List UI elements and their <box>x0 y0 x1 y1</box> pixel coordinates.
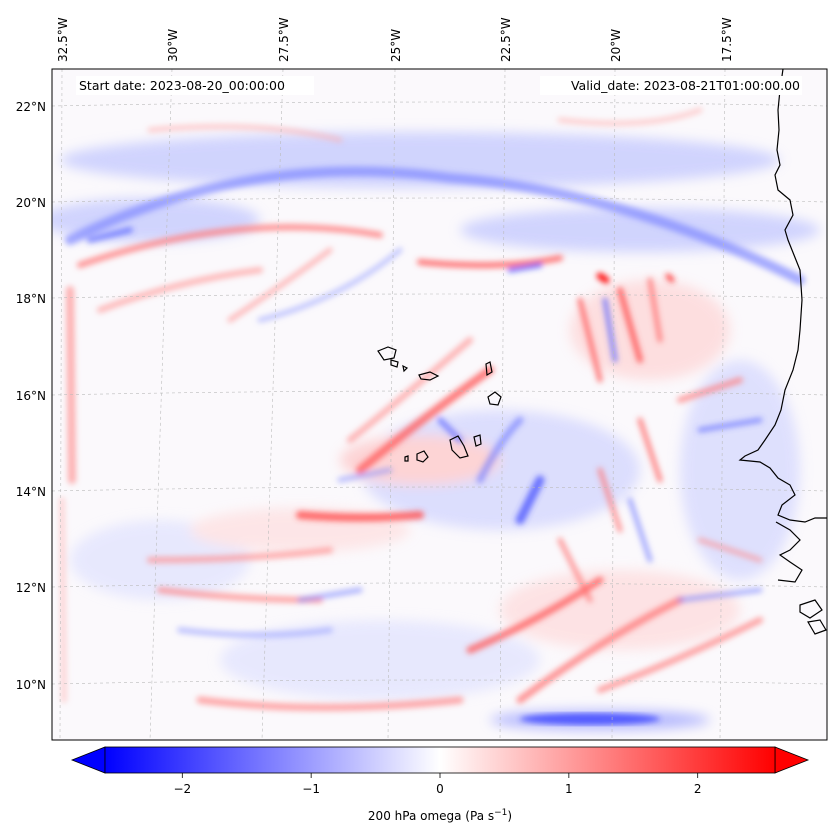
colorbar-tick-label: 2 <box>694 782 702 796</box>
africa-coastline <box>738 69 827 523</box>
island-santiago <box>449 435 469 459</box>
lat-label: 14°N <box>16 485 46 499</box>
colorbar-tick-label: 1 <box>565 782 573 796</box>
island-santa-luzia <box>402 364 409 373</box>
lon-label: 32.5°W <box>56 17 70 62</box>
graticule <box>52 69 827 740</box>
island-fogo <box>416 450 429 463</box>
lat-label: 20°N <box>16 196 46 210</box>
island-boa-vista <box>487 391 502 406</box>
colorbar-label: 200 hPa omega (Pa s−1) <box>368 808 512 823</box>
colorbar-tick-label: 0 <box>436 782 444 796</box>
lat-label: 12°N <box>16 581 46 595</box>
island-maio <box>473 434 482 447</box>
longitude-labels: 32.5°W 30°W 27.5°W 25°W 22.5°W 20°W 17.5… <box>56 17 734 62</box>
lon-label: 20°W <box>609 29 623 62</box>
omega-field <box>52 107 820 730</box>
colorbar-ticks: −2 −1 0 1 2 <box>173 773 702 796</box>
colorbar-extend-min <box>70 746 106 774</box>
lon-label: 25°W <box>389 29 403 62</box>
lat-label: 18°N <box>16 292 46 306</box>
start-date-box <box>76 76 314 95</box>
lat-label: 16°N <box>16 389 46 403</box>
valid-date-box <box>540 76 802 95</box>
colorbar: −2 −1 0 1 2 200 hPa omega (Pa s−1) <box>70 746 810 823</box>
island-santo-antao <box>377 346 397 361</box>
lat-label: 22°N <box>16 100 46 114</box>
lon-label: 27.5°W <box>277 17 291 62</box>
lon-label: 30°W <box>166 29 180 62</box>
island-sao-nicolau <box>418 371 440 381</box>
map-frame <box>51 68 828 741</box>
island-brava <box>404 455 409 462</box>
lon-label: 17.5°W <box>720 17 734 62</box>
valid-date-label: Valid_date: 2023-08-21T01:00:00.00 <box>571 78 800 93</box>
colorbar-gradient <box>104 746 776 774</box>
lat-label: 10°N <box>16 678 46 692</box>
colorbar-extend-max <box>774 746 810 774</box>
latitude-labels: 22°N 20°N 18°N 16°N 14°N 12°N 10°N <box>16 100 46 692</box>
island-sal <box>485 361 493 377</box>
island-sao-vicente <box>390 359 399 368</box>
map-plot-area <box>51 68 828 741</box>
lon-label: 22.5°W <box>499 17 513 62</box>
colorbar-tick-label: −1 <box>302 782 320 796</box>
coastlines <box>377 69 827 635</box>
start-date-label: Start date: 2023-08-20_00:00:00 <box>79 78 285 93</box>
colorbar-tick-label: −2 <box>173 782 191 796</box>
